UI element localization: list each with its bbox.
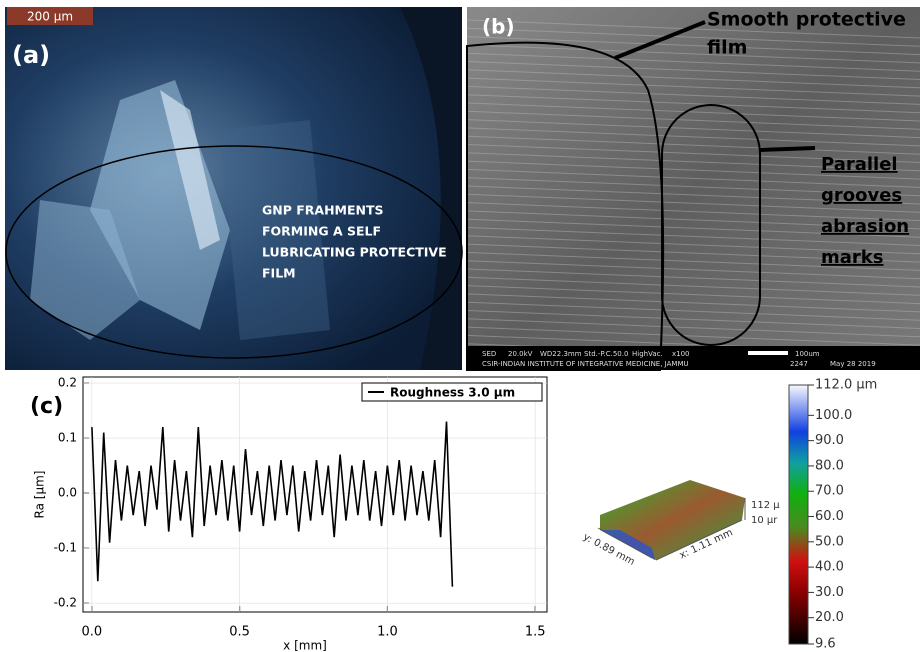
panel-label: (c): [30, 394, 63, 419]
x-tick-label: 0.0: [82, 625, 103, 640]
roughness-chart: (c) -0.2 -0.1 0.0 0.1 0.2 0.0 0.5 1.0 1.5 x [mm] Ra…: [30, 376, 547, 652]
info-text: SED: [482, 350, 496, 358]
info-text: May 28 2019: [830, 360, 876, 368]
y-tick-label: 0.2: [58, 376, 77, 390]
annotation: GNP FRAHMENTS: [262, 203, 384, 218]
info-text: Std.-P.C.50.0: [584, 350, 628, 358]
x-axis-label: x [mm]: [283, 639, 327, 652]
data-line: [92, 422, 453, 587]
colorbar-label: 100.0: [815, 408, 852, 423]
info-text: x100: [672, 350, 690, 358]
colorbar-label: 9.6: [815, 637, 836, 652]
arrow: [760, 148, 815, 150]
scale-bar: 200 µm: [27, 10, 73, 24]
panel-b: (b) Smooth protective film Parallel grooves…: [467, 7, 920, 370]
colorbar: [789, 385, 808, 644]
legend-label: Roughness 3.0 µm: [390, 386, 515, 400]
y-tick-label: 0.0: [58, 486, 77, 500]
annotation: LUBRICATING PROTECTIVE: [262, 245, 447, 260]
y-axis-label: Ra [µm]: [33, 471, 47, 519]
y-tick-label: 0.1: [58, 431, 77, 445]
annotation: marks: [821, 247, 883, 268]
x-tick-label: 1.0: [377, 625, 398, 640]
colorbar-label: 70.0: [815, 484, 844, 499]
annotation: grooves: [821, 185, 902, 206]
z-axis-label: 10 µr: [751, 515, 778, 526]
x-tick-label: 1.5: [525, 625, 546, 640]
surface: [600, 480, 745, 560]
colorbar-label: 90.0: [815, 433, 844, 448]
plot-frame: [83, 377, 547, 612]
colorbar-label: 112.0 µm: [815, 378, 877, 393]
annotation: film: [707, 37, 747, 59]
info-text: HighVac.: [632, 350, 663, 358]
colorbar-label: 80.0: [815, 458, 844, 473]
z-axis-label: 112 µ: [751, 500, 780, 511]
annotation: Parallel: [821, 154, 898, 175]
colorbar-label: 30.0: [815, 585, 844, 600]
info-text: 100um: [795, 350, 820, 358]
panel-label: (b): [482, 15, 515, 39]
colorbar-label: 40.0: [815, 560, 844, 575]
info-text: 20.0kV: [508, 350, 533, 358]
colorbar-label: 50.0: [815, 534, 844, 549]
figure: 200 µm (a) GNP FRAHMENTS FORMING A SELF LU…: [0, 0, 922, 652]
x-tick-label: 0.5: [229, 625, 250, 640]
panel-label: (a): [12, 41, 50, 69]
info-text: CSIR-INDIAN INSTITUTE OF INTEGRATIVE MED…: [482, 360, 689, 368]
colorbar-label: 20.0: [815, 610, 844, 625]
annotation: FILM: [262, 266, 296, 281]
annotation: abrasion: [821, 216, 909, 237]
y-tick-label: -0.1: [54, 541, 77, 555]
y-tick-label: -0.2: [54, 596, 77, 610]
annotation: FORMING A SELF: [262, 224, 381, 239]
annotation: Smooth protective: [707, 9, 906, 31]
info-text: 2247: [790, 360, 808, 368]
panel-a: 200 µm (a) GNP FRAHMENTS FORMING A SELF LU…: [5, 7, 462, 370]
surface-3d: y: 0.89 mm x: 1.11 mm 112 µ 10 µr 112.0 …: [581, 378, 877, 652]
sem-scale-bar: [748, 351, 788, 355]
info-text: WD22.3mm: [540, 350, 582, 358]
colorbar-label: 60.0: [815, 509, 844, 524]
